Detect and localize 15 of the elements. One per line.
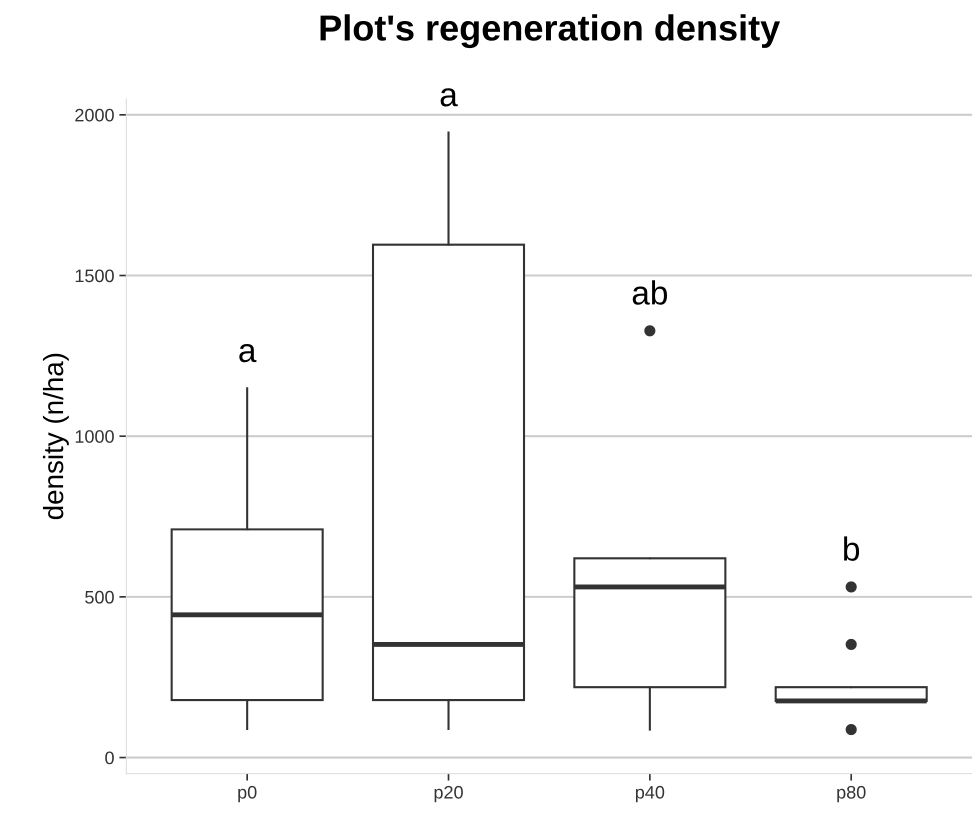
y-tick-label: 2000 <box>75 108 114 122</box>
annotation: ab <box>632 280 667 305</box>
y-tick-label: 1000 <box>76 430 114 443</box>
annotation: a <box>440 88 458 106</box>
y-tick-label: 1500 <box>76 269 114 282</box>
chart-title: Plot's regeneration density <box>320 14 780 48</box>
annotation: b <box>844 536 860 561</box>
x-tick-label: p0 <box>238 786 256 802</box>
x-tick-label: p20 <box>434 786 463 802</box>
y-tick-label: 500 <box>85 590 114 604</box>
x-tick-label: p40 <box>636 786 664 802</box>
annotation: a <box>239 344 256 362</box>
x-tick-label: p80 <box>837 786 866 802</box>
y-axis-title: density (n/ha) <box>42 354 69 520</box>
y-tick-label: 0 <box>105 751 114 764</box>
